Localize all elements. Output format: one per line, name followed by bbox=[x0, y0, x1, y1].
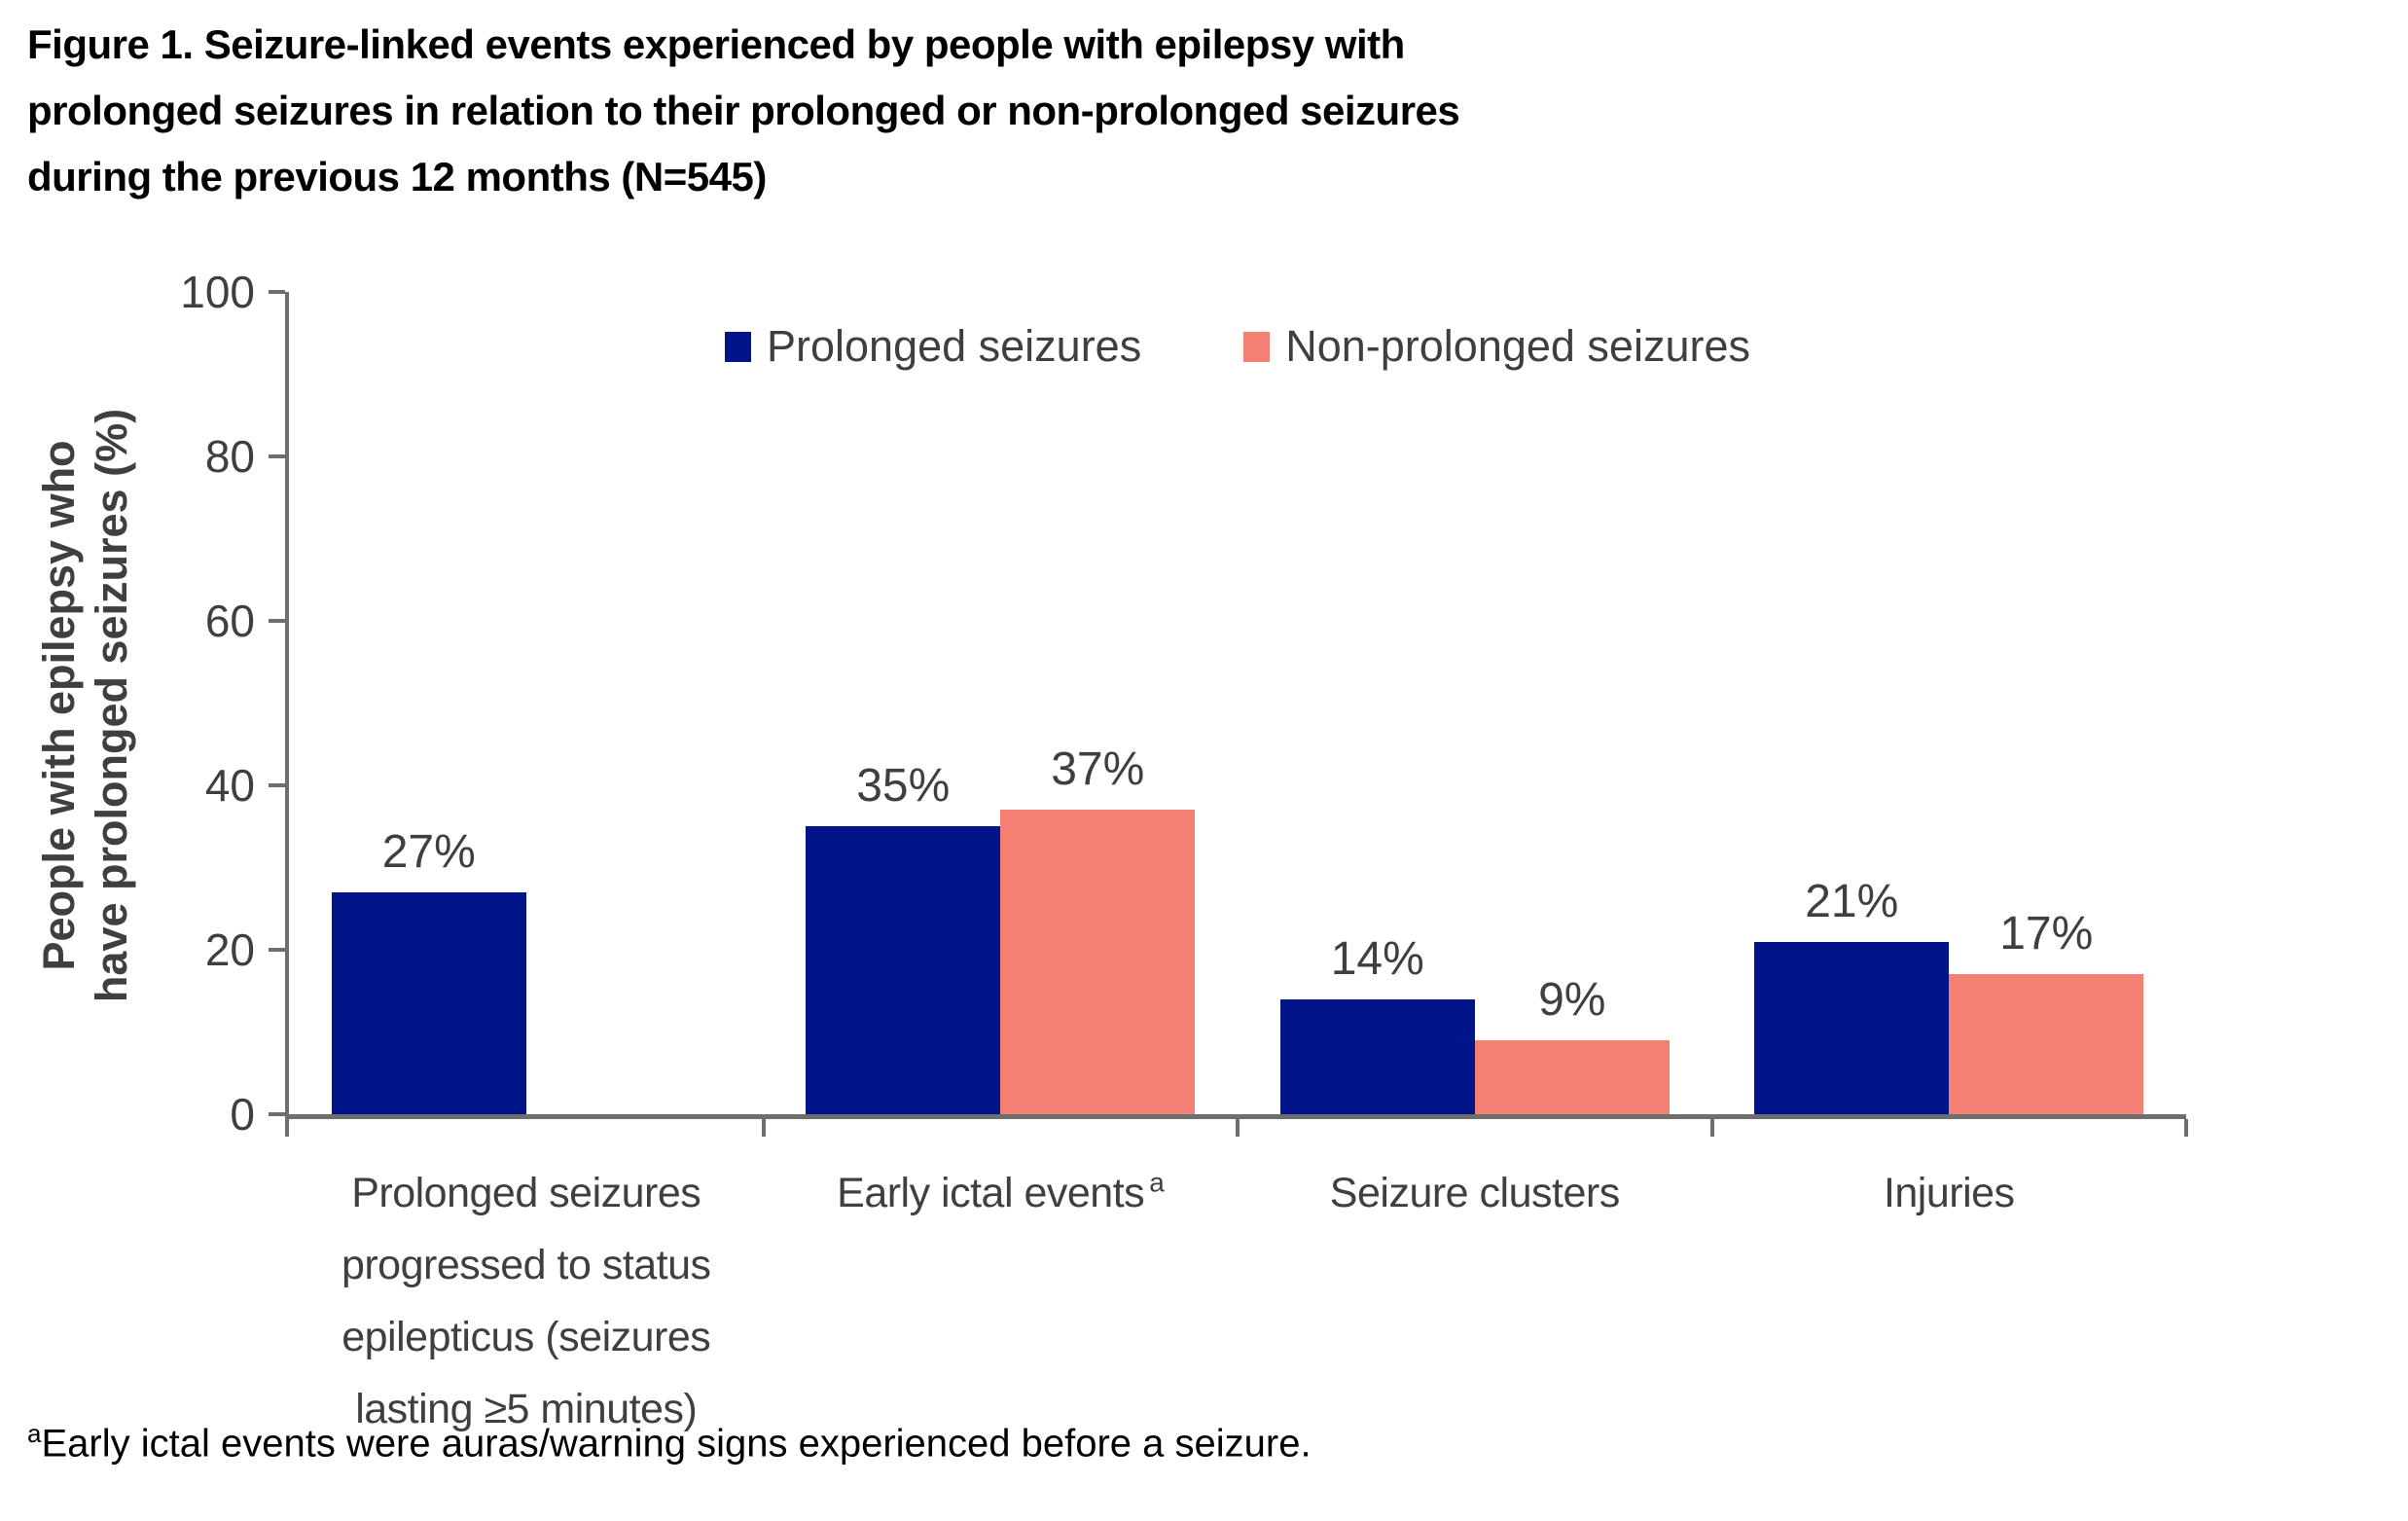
footnote-text: Early ictal events were auras/warning si… bbox=[41, 1422, 1312, 1466]
legend-item-1: Prolonged seizures bbox=[724, 321, 1142, 372]
legend-swatch-icon bbox=[1243, 331, 1271, 362]
y-axis-line bbox=[285, 292, 289, 1119]
bar-series1-group2 bbox=[806, 826, 1001, 1114]
bar-series2-group4 bbox=[1949, 974, 2144, 1114]
x-axis-category-labels: Prolonged seizures progressed to status … bbox=[289, 1158, 2186, 1450]
category-label-2: Early ictal events a bbox=[776, 1158, 1224, 1230]
y-tick-label-20: 20 bbox=[204, 924, 255, 975]
chart-legend: Prolonged seizures Non-prolonged seizures bbox=[289, 321, 2186, 372]
footnote-marker: a bbox=[27, 1419, 42, 1448]
bar-group-4: 21% 17% bbox=[1712, 292, 2187, 1114]
bar-value-label: 17% bbox=[1999, 908, 2094, 960]
bar-value-label: 14% bbox=[1330, 932, 1424, 985]
x-tick-mark-0 bbox=[285, 1119, 289, 1137]
y-tick-mark-20 bbox=[269, 948, 285, 952]
x-axis-line bbox=[285, 1114, 2186, 1119]
y-tick-label-40: 40 bbox=[204, 760, 255, 811]
y-tick-label-0: 0 bbox=[230, 1089, 255, 1140]
bar-value-label: 35% bbox=[856, 760, 951, 813]
y-tick-mark-80 bbox=[269, 454, 285, 458]
bar-group-2: 35% 37% bbox=[764, 292, 1239, 1114]
y-tick-mark-100 bbox=[269, 290, 285, 294]
bar-value-label: 9% bbox=[1538, 973, 1606, 1026]
x-tick-mark-4 bbox=[2184, 1119, 2188, 1137]
plot-area: 0 20 40 60 80 100 27% 35% 37% 14% 9% 21% 17% bbox=[180, 267, 2188, 1140]
figure-title: Figure 1. Seizure-linked events experien… bbox=[27, 21, 1460, 200]
x-tick-mark-3 bbox=[1709, 1119, 1714, 1137]
category-superscript: a bbox=[1144, 1167, 1165, 1198]
bar-group-3: 14% 9% bbox=[1238, 292, 1712, 1114]
y-tick-mark-40 bbox=[269, 783, 285, 787]
category-label-3: Seizure clusters bbox=[1251, 1158, 1699, 1230]
legend-item-2: Non-prolonged seizures bbox=[1243, 321, 1750, 372]
y-tick-label-60: 60 bbox=[204, 596, 255, 646]
category-label-4: Injuries bbox=[1725, 1158, 2173, 1230]
y-tick-mark-60 bbox=[269, 619, 285, 623]
bar-series1-group3 bbox=[1279, 998, 1475, 1114]
bar-series1-group4 bbox=[1754, 941, 1950, 1114]
bar-value-label: 27% bbox=[381, 825, 476, 878]
x-tick-mark-1 bbox=[761, 1119, 766, 1137]
footnote: aEarly ictal events were auras/warning s… bbox=[27, 1419, 1312, 1466]
y-tick-label-100: 100 bbox=[180, 267, 255, 317]
legend-swatch-icon bbox=[724, 331, 751, 362]
y-axis-title-line1: People with epilepsy who bbox=[34, 440, 84, 971]
x-tick-mark-2 bbox=[1236, 1119, 1240, 1137]
category-label-text: Prolonged seizures progressed to status … bbox=[341, 1170, 711, 1432]
category-label-text: Early ictal events bbox=[837, 1170, 1145, 1216]
bar-value-label: 21% bbox=[1805, 875, 1899, 927]
bar-group-1: 27% bbox=[289, 292, 764, 1114]
legend-label: Non-prolonged seizures bbox=[1285, 321, 1750, 371]
y-axis-title: People with epilepsy who have prolonged … bbox=[33, 409, 138, 1002]
category-label-1: Prolonged seizures progressed to status … bbox=[303, 1158, 750, 1446]
y-tick-mark-0 bbox=[269, 1112, 285, 1116]
y-tick-label-80: 80 bbox=[204, 431, 255, 482]
category-label-text: Seizure clusters bbox=[1329, 1170, 1620, 1216]
y-axis-title-line2: have prolonged seizures (%) bbox=[87, 408, 136, 1003]
bar-series2-group2 bbox=[1000, 810, 1196, 1114]
bar-series2-group3 bbox=[1474, 1039, 1670, 1114]
category-label-text: Injuries bbox=[1883, 1170, 2015, 1216]
bar-series1-group1 bbox=[331, 891, 526, 1114]
bar-value-label: 37% bbox=[1051, 743, 1145, 796]
legend-label: Prolonged seizures bbox=[766, 321, 1142, 371]
